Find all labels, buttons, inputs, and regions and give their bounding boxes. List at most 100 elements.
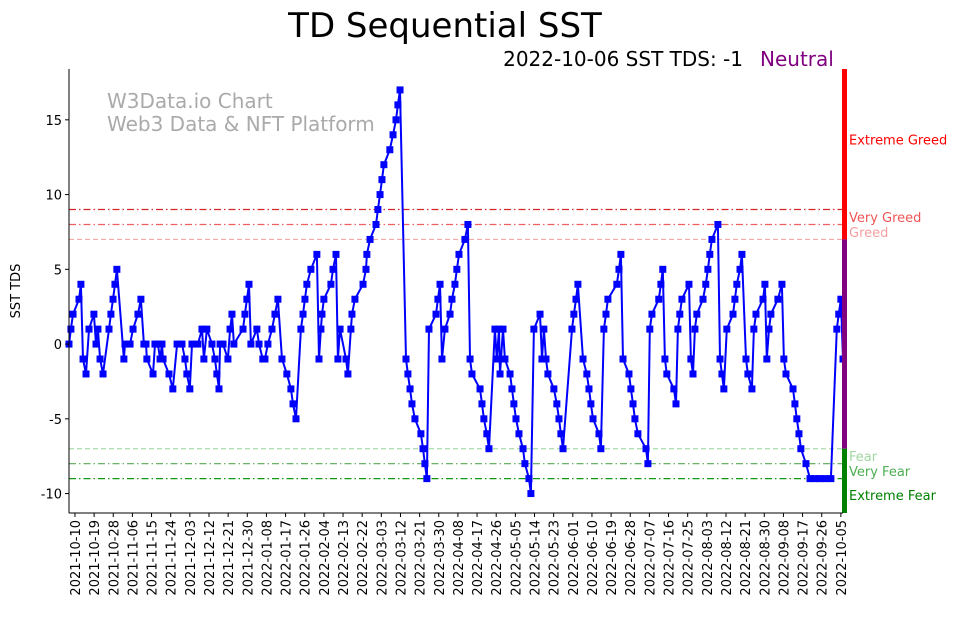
data-point: [759, 295, 767, 303]
data-point: [744, 370, 752, 378]
data-point: [659, 265, 667, 273]
data-point: [678, 295, 686, 303]
data-point: [691, 325, 699, 333]
data-point: [510, 400, 518, 408]
zone-bar-segment: [842, 69, 847, 240]
data-point: [835, 310, 843, 318]
data-point: [67, 325, 75, 333]
data-point: [602, 310, 610, 318]
data-point: [629, 400, 637, 408]
data-point: [194, 340, 202, 348]
data-point: [292, 415, 300, 423]
data-point: [245, 280, 253, 288]
x-tick-label: 2022-09-08: [777, 520, 792, 596]
data-point: [572, 295, 580, 303]
data-point: [283, 370, 291, 378]
threshold-label: Extreme Fear: [849, 489, 937, 504]
data-point: [274, 295, 282, 303]
data-point: [421, 460, 429, 468]
data-point: [706, 250, 714, 258]
data-point: [441, 325, 449, 333]
x-tick-label: 2022-09-17: [797, 520, 812, 596]
data-point: [542, 355, 550, 363]
data-point: [676, 310, 684, 318]
x-tick-label: 2022-08-21: [739, 520, 754, 596]
data-point: [96, 355, 104, 363]
data-point: [720, 385, 728, 393]
data-point: [595, 430, 603, 438]
data-point: [69, 310, 77, 318]
data-point: [634, 430, 642, 438]
data-point: [208, 340, 216, 348]
x-tick-label: 2022-08-30: [758, 520, 773, 596]
data-point: [198, 325, 206, 333]
data-point: [77, 280, 85, 288]
x-tick-label: 2022-06-01: [567, 520, 582, 596]
data-point: [149, 370, 157, 378]
data-point: [392, 116, 400, 124]
x-tick-label: 2022-07-16: [663, 520, 678, 596]
data-point: [778, 280, 786, 288]
data-point: [480, 415, 488, 423]
data-point: [540, 325, 548, 333]
data-point: [396, 86, 404, 94]
data-point: [165, 370, 173, 378]
data-point: [129, 325, 137, 333]
y-axis-label: SST TDS: [9, 264, 24, 319]
threshold-label: Fear: [849, 450, 878, 465]
data-point: [585, 385, 593, 393]
data-point: [536, 310, 544, 318]
x-tick-label: 2021-10-19: [88, 520, 103, 596]
x-tick-label: 2022-02-04: [318, 520, 333, 596]
data-point: [255, 340, 263, 348]
x-tick-label: 2022-01-08: [260, 520, 275, 596]
x-tick-label: 2021-11-24: [165, 520, 180, 596]
data-point: [219, 340, 227, 348]
data-point: [315, 355, 323, 363]
data-point: [378, 176, 386, 184]
x-tick-label: 2021-12-21: [222, 520, 237, 596]
data-point: [94, 325, 102, 333]
y-tick-label: 10: [45, 189, 62, 204]
data-point: [789, 385, 797, 393]
data-point: [134, 310, 142, 318]
data-point: [742, 355, 750, 363]
data-point: [230, 340, 238, 348]
data-point: [501, 355, 509, 363]
data-point: [752, 310, 760, 318]
data-point: [419, 445, 427, 453]
data-point: [215, 385, 223, 393]
data-point: [342, 355, 350, 363]
data-point: [451, 280, 459, 288]
y-tick-label: -10: [41, 488, 62, 503]
data-point: [642, 445, 650, 453]
data-point: [188, 340, 196, 348]
x-tick-label: 2022-07-07: [643, 520, 658, 596]
data-point: [506, 370, 514, 378]
data-point: [82, 370, 90, 378]
y-tick-label: 5: [54, 263, 62, 278]
chart-subtitle: 2022-10-06 SST TDS: -1: [503, 47, 743, 71]
data-point: [200, 355, 208, 363]
data-point: [438, 355, 446, 363]
data-point: [301, 295, 309, 303]
data-point: [303, 280, 311, 288]
data-point: [714, 220, 722, 228]
data-point: [767, 310, 775, 318]
data-point: [493, 355, 501, 363]
data-point: [521, 460, 529, 468]
data-point: [687, 355, 695, 363]
x-tick-label: 2022-01-26: [299, 520, 314, 596]
data-point: [615, 265, 623, 273]
data-point: [644, 460, 652, 468]
data-point: [718, 370, 726, 378]
data-point: [253, 325, 261, 333]
data-point: [544, 370, 552, 378]
data-point: [75, 295, 83, 303]
x-tick-label: 2022-04-08: [452, 520, 467, 596]
data-point: [226, 325, 234, 333]
data-point: [464, 220, 472, 228]
data-point: [126, 340, 134, 348]
data-point: [317, 325, 325, 333]
data-point: [723, 325, 731, 333]
